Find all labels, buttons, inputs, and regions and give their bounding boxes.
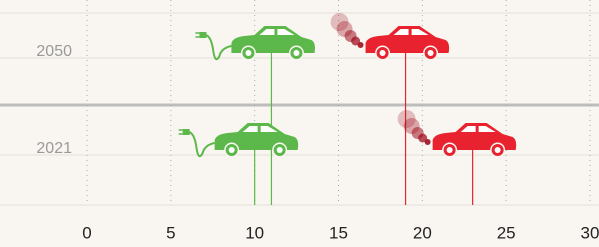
car-icon xyxy=(398,110,517,158)
wheel xyxy=(277,147,283,153)
row-label: 2050 xyxy=(36,43,72,60)
x-tick-label: 30 xyxy=(581,223,599,242)
cable xyxy=(205,35,231,59)
x-tick-label: 0 xyxy=(82,223,91,242)
wheel xyxy=(293,50,299,56)
wheel xyxy=(495,147,501,153)
x-tick-label: 10 xyxy=(245,223,264,242)
wheel xyxy=(447,147,453,153)
wheel xyxy=(428,50,434,56)
cable xyxy=(189,132,215,156)
wheel xyxy=(229,147,235,153)
x-tick-label: 20 xyxy=(413,223,432,242)
car-icon xyxy=(179,123,299,158)
car-icon xyxy=(195,26,315,61)
plug xyxy=(183,129,190,135)
car-icon xyxy=(331,13,450,61)
wheel xyxy=(245,50,251,56)
x-tick-label: 25 xyxy=(497,223,516,242)
wheel xyxy=(380,50,386,56)
chart: 0 5 10 15 20 25 30 2050 2021 xyxy=(0,0,599,247)
page: {"chart_data": {"type": "dot", "categori… xyxy=(0,0,599,247)
smoke xyxy=(331,13,349,31)
x-tick-label: 15 xyxy=(329,223,348,242)
plug-pins xyxy=(195,33,199,37)
row-label: 2021 xyxy=(36,140,72,157)
plug-pins xyxy=(179,130,183,134)
x-tick-label: 5 xyxy=(166,223,175,242)
smoke xyxy=(398,110,416,128)
plug xyxy=(199,32,206,38)
